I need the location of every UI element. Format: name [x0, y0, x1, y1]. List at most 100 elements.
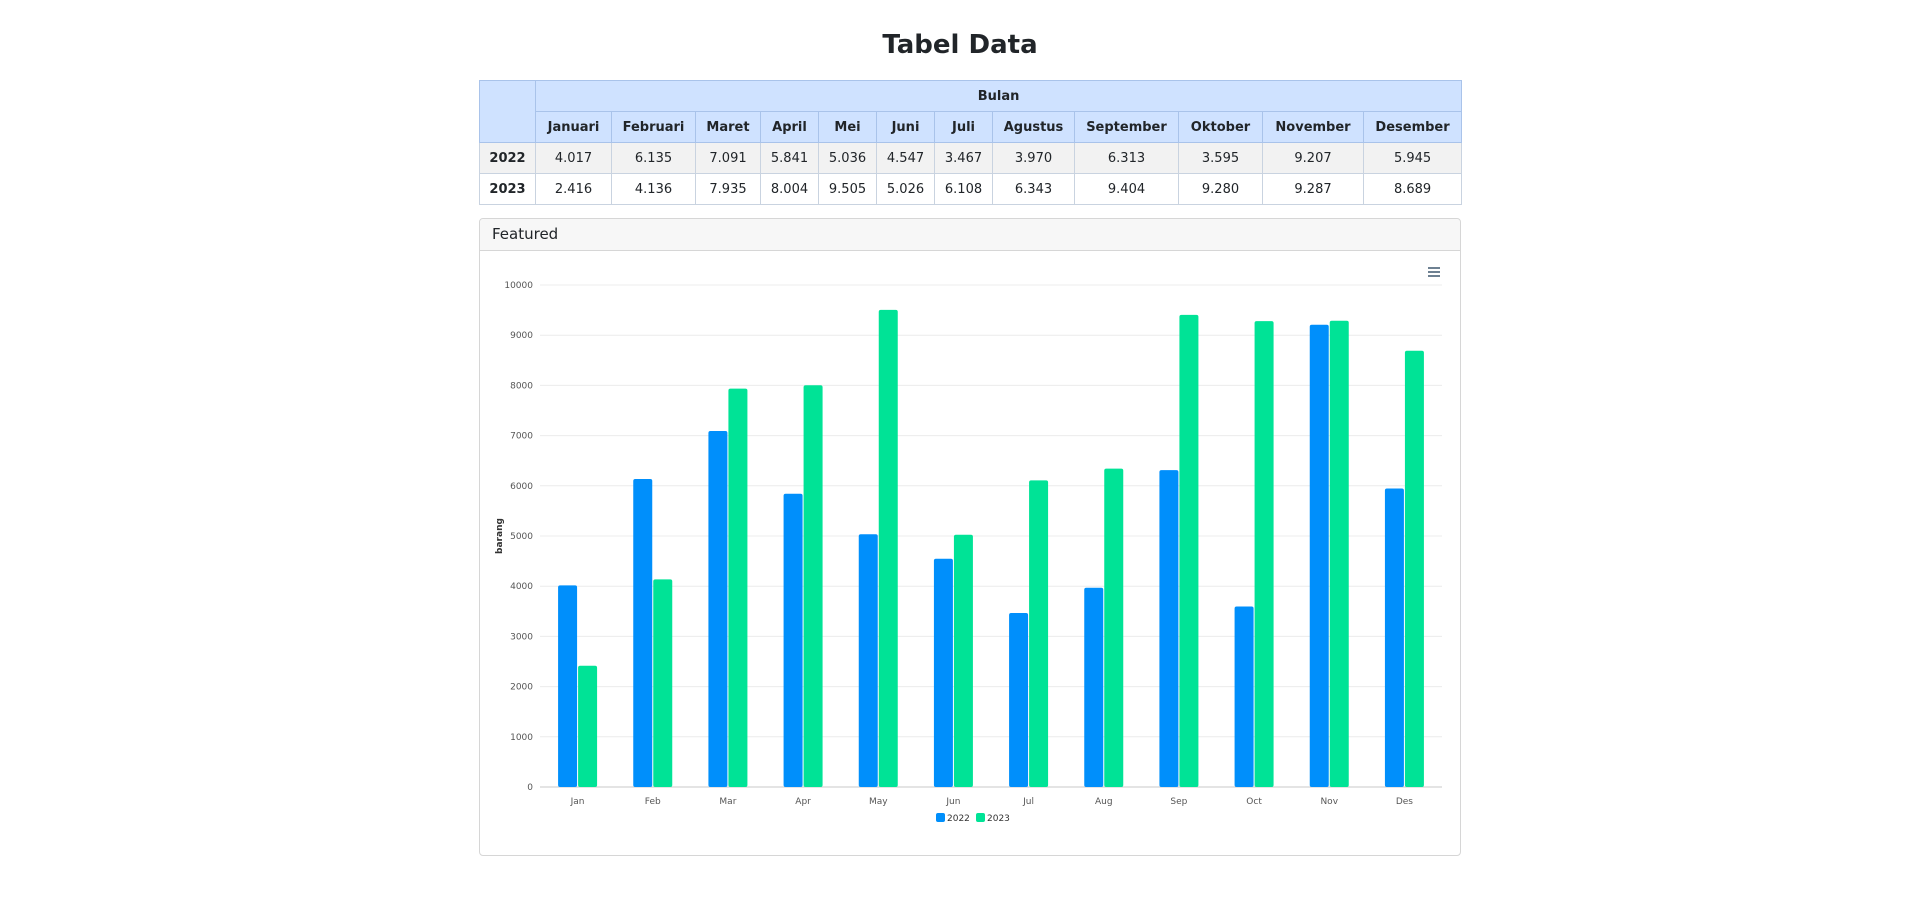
- hamburger-menu-icon[interactable]: [1428, 267, 1440, 277]
- bar-2022-jun: [933, 558, 953, 787]
- table-row: 2023 2.416 4.136 7.935 8.004 9.505 5.026 6.108 6…: [479, 173, 1463, 205]
- x-tick-label: Jan: [570, 797, 585, 807]
- bar-2023-des: [1404, 350, 1424, 787]
- bar-2022-aug: [1084, 587, 1104, 787]
- x-tick-label: Apr: [795, 797, 811, 807]
- table-cell: 4.017: [535, 142, 612, 174]
- x-tick-label: Jul: [1022, 797, 1034, 807]
- group-header-bulan: Bulan: [534, 80, 1463, 112]
- table-cell: 6.313: [1074, 142, 1179, 174]
- row-year-2022: 2022: [479, 142, 536, 174]
- table-cell: 6.343: [992, 173, 1075, 205]
- month-header-desember: Desember: [1362, 111, 1463, 143]
- bar-2022-apr: [783, 493, 803, 787]
- y-tick-label: 4000: [510, 582, 533, 592]
- bar-chart: 0 1000 2000 3000 4000 5000 6000 7000 8000 9000 100…: [495, 281, 1442, 824]
- bar-2023-jul: [1029, 480, 1049, 787]
- x-tick-label: Mar: [719, 797, 736, 807]
- y-tick-label: 1000: [510, 733, 533, 743]
- x-tick-label: Oct: [1246, 797, 1262, 807]
- month-header-row: Januari Februari Maret April Mei Juni Juli Agus…: [480, 111, 1463, 143]
- legend-marker-2022: [936, 813, 945, 822]
- bar-2022-feb: [633, 479, 653, 787]
- bar-2023-aug: [1104, 468, 1124, 787]
- table-row: 2022 4.017 6.135 7.091 5.841 5.036 4.547 3.467 3…: [479, 142, 1463, 174]
- table-cell: 5.026: [876, 173, 935, 205]
- y-tick-label: 9000: [510, 331, 533, 341]
- bar-2022-jul: [1009, 612, 1029, 787]
- legend-marker-2023: [976, 813, 985, 822]
- table-cell: 7.091: [695, 142, 761, 174]
- x-tick-label: Des: [1396, 797, 1413, 807]
- bar-2022-nov: [1309, 324, 1329, 787]
- x-tick-label: Jun: [945, 797, 960, 807]
- y-axis-label: barang: [495, 518, 505, 554]
- table-cell: 9.207: [1262, 142, 1364, 174]
- bar-2023-oct: [1254, 321, 1274, 787]
- month-header-mei: Mei: [818, 111, 877, 143]
- bar-2023-feb: [653, 579, 673, 787]
- month-header-november: November: [1262, 111, 1364, 143]
- bar-2022-des: [1384, 488, 1404, 787]
- bar-2023-apr: [803, 385, 823, 787]
- y-tick-label: 0: [527, 783, 533, 793]
- y-tick-label: 5000: [510, 532, 533, 542]
- table-cell: 8.689: [1362, 173, 1463, 205]
- table-cell: 4.547: [876, 142, 935, 174]
- table-cell: 7.935: [695, 173, 761, 205]
- card-title: Featured: [480, 219, 1460, 251]
- corner-header-cell: [479, 80, 536, 143]
- data-table: Bulan Januari Februari Maret April Mei Juni Ju…: [479, 80, 1463, 205]
- row-year-2023: 2023: [479, 173, 536, 205]
- legend-label-2022: 2022: [947, 814, 970, 824]
- legend-label-2023: 2023: [987, 814, 1010, 824]
- y-tick-label: 10000: [504, 281, 533, 291]
- x-tick-label: Feb: [645, 797, 661, 807]
- bar-2022-oct: [1234, 606, 1254, 787]
- x-tick-label: Aug: [1095, 797, 1113, 807]
- table-cell: 4.136: [611, 173, 696, 205]
- month-header-februari: Februari: [611, 111, 696, 143]
- y-tick-label: 6000: [510, 482, 533, 492]
- bar-2023-jan: [578, 665, 598, 787]
- featured-card: Featured 0 1000 2000 3000 4000 5000 6000 7000 80…: [479, 218, 1461, 856]
- table-cell: 3.970: [992, 142, 1075, 174]
- table-cell: 5.841: [760, 142, 819, 174]
- table-cell: 6.135: [611, 142, 696, 174]
- month-header-juni: Juni: [876, 111, 935, 143]
- y-tick-label: 2000: [510, 683, 533, 693]
- table-cell: 9.505: [818, 173, 877, 205]
- month-header-oktober: Oktober: [1178, 111, 1263, 143]
- table-body: 2022 4.017 6.135 7.091 5.841 5.036 4.547 3.467 3…: [479, 142, 1463, 205]
- table-cell: 9.404: [1074, 173, 1179, 205]
- x-tick-label: Sep: [1170, 797, 1187, 807]
- table-cell: 5.036: [818, 142, 877, 174]
- table-cell: 6.108: [934, 173, 993, 205]
- y-tick-label: 7000: [510, 432, 533, 442]
- x-tick-label: May: [869, 797, 888, 807]
- month-header-juli: Juli: [934, 111, 993, 143]
- table-cell: 8.004: [760, 173, 819, 205]
- bar-2022-mar: [708, 431, 728, 787]
- table-cell: 3.595: [1178, 142, 1263, 174]
- y-tick-label: 8000: [510, 381, 533, 391]
- page-title: Tabel Data: [882, 30, 1038, 60]
- month-header-april: April: [760, 111, 819, 143]
- y-tick-label: 3000: [510, 632, 533, 642]
- bar-2023-nov: [1329, 320, 1349, 787]
- table-cell: 3.467: [934, 142, 993, 174]
- x-tick-label: Nov: [1320, 797, 1338, 807]
- table-cell: 9.280: [1178, 173, 1263, 205]
- table-cell: 5.945: [1362, 142, 1463, 174]
- month-header-maret: Maret: [695, 111, 761, 143]
- bar-2022-jan: [558, 585, 578, 787]
- month-header-september: September: [1074, 111, 1179, 143]
- table-cell: 2.416: [535, 173, 612, 205]
- month-header-agustus: Agustus: [992, 111, 1075, 143]
- table-cell: 9.287: [1262, 173, 1364, 205]
- bar-2023-sep: [1179, 314, 1199, 787]
- bar-2023-may: [878, 309, 898, 787]
- month-header-januari: Januari: [535, 111, 612, 143]
- bar-2023-jun: [953, 534, 973, 787]
- bar-2022-sep: [1159, 470, 1179, 787]
